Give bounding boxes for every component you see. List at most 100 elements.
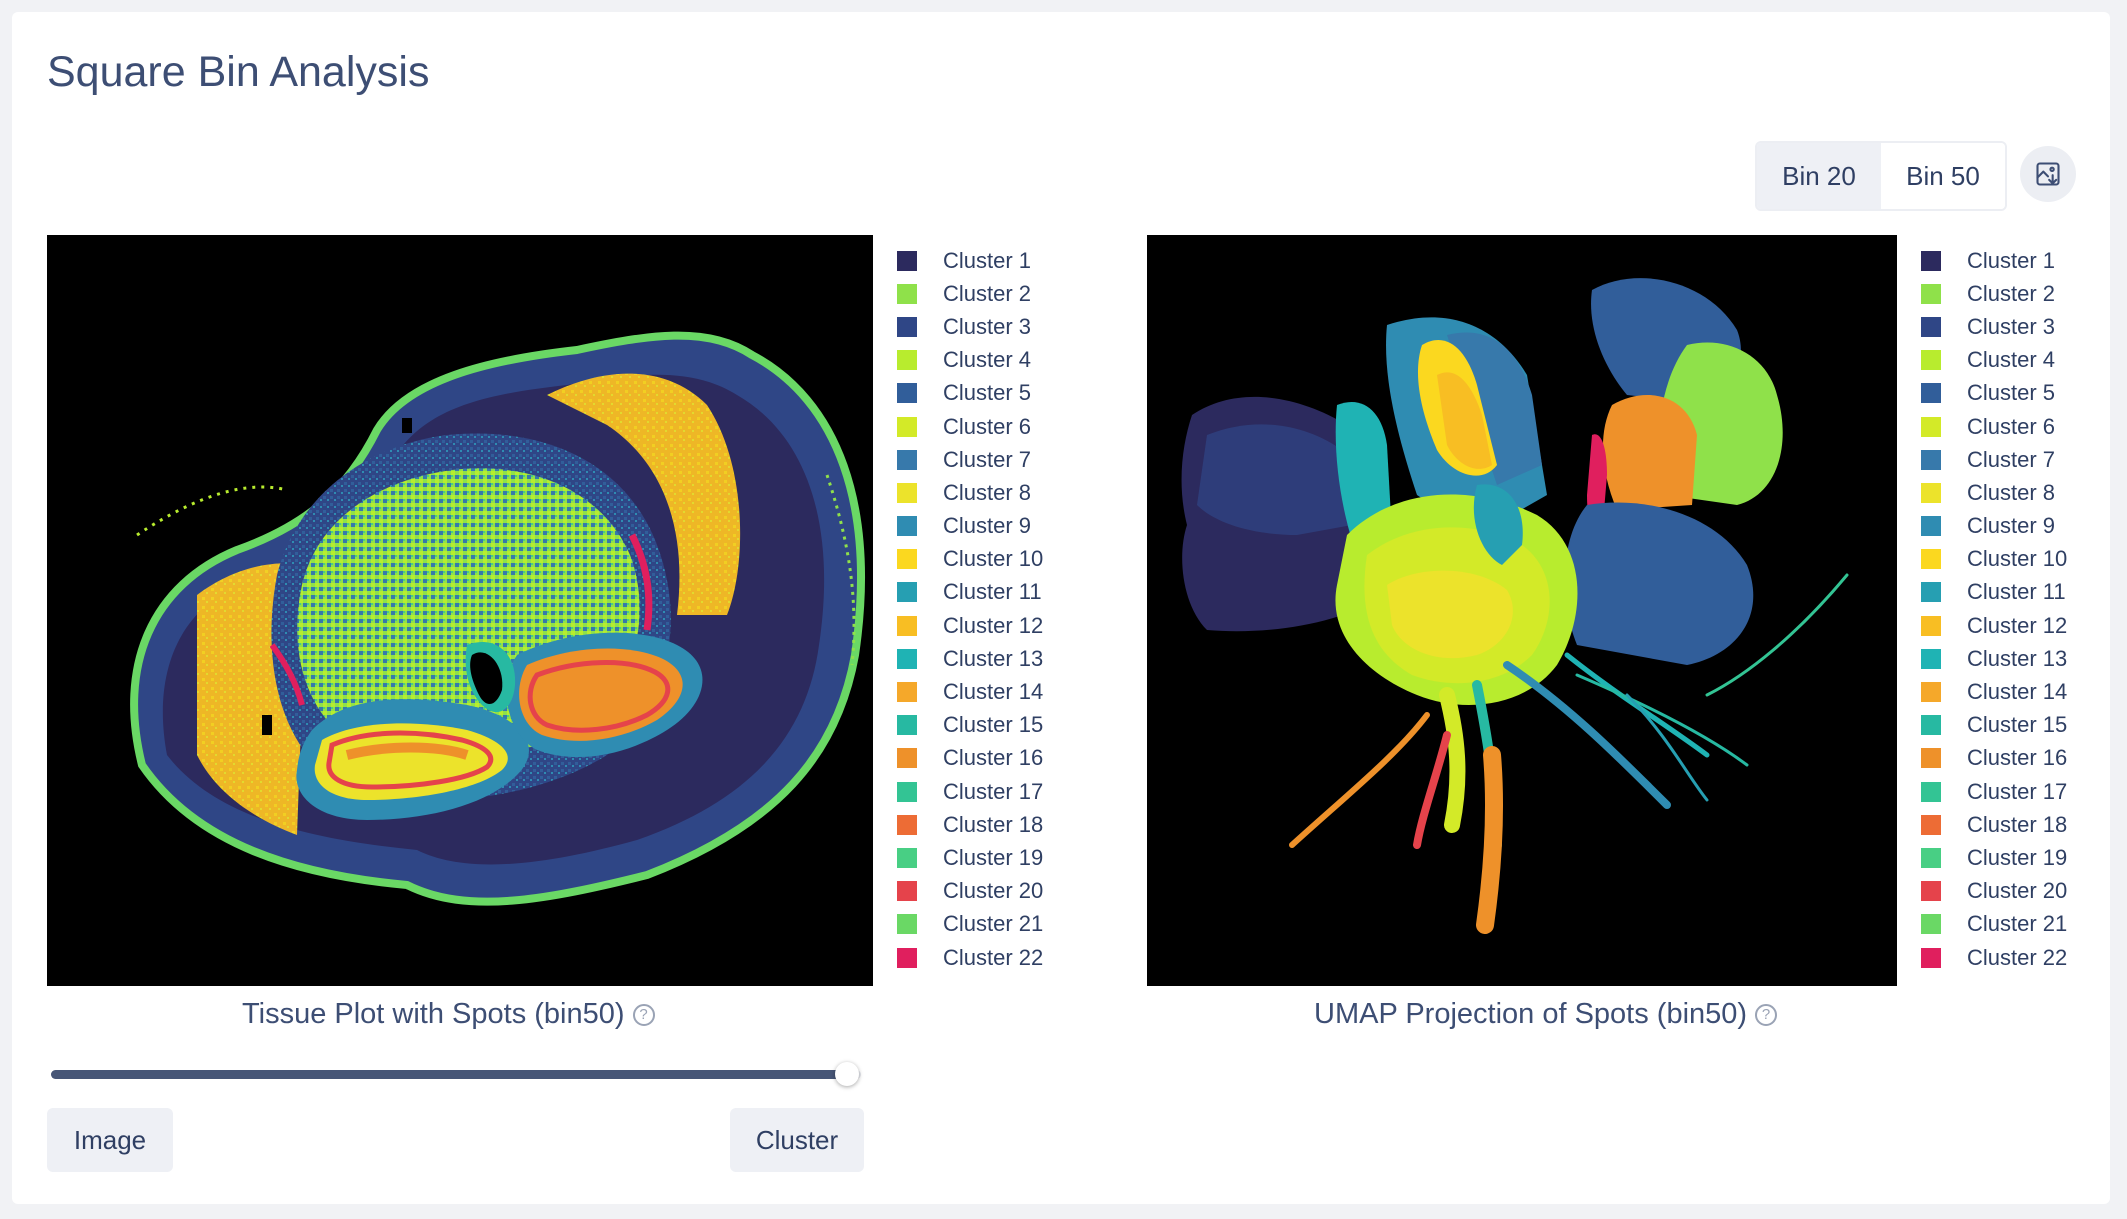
legend-item[interactable]: Cluster 3 — [1921, 310, 2067, 343]
legend-item[interactable]: Cluster 4 — [1921, 344, 2067, 377]
legend-item[interactable]: Cluster 6 — [1921, 410, 2067, 443]
legend-swatch — [897, 582, 917, 603]
image-button[interactable]: Image — [47, 1108, 173, 1172]
legend-swatch — [897, 416, 917, 437]
legend-item[interactable]: Cluster 7 — [1921, 443, 2067, 476]
legend-item[interactable]: Cluster 17 — [897, 775, 1043, 808]
legend-item[interactable]: Cluster 8 — [1921, 476, 2067, 509]
legend-item[interactable]: Cluster 20 — [897, 875, 1043, 908]
legend-item[interactable]: Cluster 7 — [897, 443, 1043, 476]
help-icon[interactable]: ? — [1755, 1003, 1778, 1026]
legend-item[interactable]: Cluster 4 — [897, 344, 1043, 377]
legend-swatch — [1921, 682, 1941, 703]
legend-label: Cluster 15 — [943, 712, 1044, 738]
legend-swatch — [897, 350, 917, 371]
legend-item[interactable]: Cluster 10 — [897, 543, 1043, 576]
legend-swatch — [1921, 482, 1941, 503]
legend-label: Cluster 16 — [943, 745, 1044, 771]
legend-item[interactable]: Cluster 8 — [897, 476, 1043, 509]
tissue-plot-title: Tissue Plot with Spots (bin50) — [242, 998, 625, 1030]
legend-swatch — [1921, 847, 1941, 868]
legend-item[interactable]: Cluster 5 — [897, 377, 1043, 410]
legend-item[interactable]: Cluster 12 — [897, 609, 1043, 642]
legend-item[interactable]: Cluster 1 — [1921, 244, 2067, 277]
legend-item[interactable]: Cluster 3 — [897, 310, 1043, 343]
legend-swatch — [897, 615, 917, 636]
legend-swatch — [897, 715, 917, 736]
legend-label: Cluster 11 — [1967, 579, 2066, 605]
page-title: Square Bin Analysis — [47, 48, 430, 96]
legend-item[interactable]: Cluster 14 — [897, 675, 1043, 708]
legend-item[interactable]: Cluster 1 — [897, 244, 1043, 277]
legend-item[interactable]: Cluster 2 — [1921, 277, 2067, 310]
legend-swatch — [897, 482, 917, 503]
legend-swatch — [1921, 416, 1941, 437]
legend-label: Cluster 4 — [943, 347, 1032, 373]
tissue-plot[interactable] — [47, 235, 873, 986]
legend-item[interactable]: Cluster 21 — [1921, 908, 2067, 941]
legend-item[interactable]: Cluster 15 — [1921, 709, 2067, 742]
umap-plot-canvas[interactable] — [1147, 235, 1897, 986]
legend-label: Cluster 18 — [1967, 811, 2068, 837]
legend-item[interactable]: Cluster 22 — [897, 941, 1043, 974]
legend-swatch — [897, 914, 917, 935]
legend-item[interactable]: Cluster 22 — [1921, 941, 2067, 974]
legend-label: Cluster 19 — [943, 844, 1044, 870]
legend-item[interactable]: Cluster 19 — [1921, 841, 2067, 874]
tissue-plot-canvas[interactable] — [47, 235, 873, 986]
legend-label: Cluster 5 — [1967, 380, 2056, 406]
legend-item[interactable]: Cluster 14 — [1921, 675, 2067, 708]
legend-item[interactable]: Cluster 20 — [1921, 875, 2067, 908]
legend-swatch — [897, 947, 917, 968]
legend-swatch — [897, 516, 917, 537]
legend-item[interactable]: Cluster 15 — [897, 709, 1043, 742]
legend-item[interactable]: Cluster 6 — [897, 410, 1043, 443]
legend-item[interactable]: Cluster 17 — [1921, 775, 2067, 808]
legend-item[interactable]: Cluster 19 — [897, 841, 1043, 874]
legend-item[interactable]: Cluster 12 — [1921, 609, 2067, 642]
legend-item[interactable]: Cluster 11 — [897, 576, 1043, 609]
legend-item[interactable]: Cluster 2 — [897, 277, 1043, 310]
export-image-button[interactable] — [2020, 146, 2076, 202]
legend-item[interactable]: Cluster 21 — [897, 908, 1043, 941]
legend-swatch — [897, 814, 917, 835]
legend-label: Cluster 22 — [943, 944, 1044, 970]
legend-item[interactable]: Cluster 13 — [897, 642, 1043, 675]
legend-swatch — [1921, 250, 1941, 271]
legend-swatch — [1921, 947, 1941, 968]
legend-swatch — [1921, 549, 1941, 570]
legend-item[interactable]: Cluster 10 — [1921, 543, 2067, 576]
legend-item[interactable]: Cluster 18 — [897, 808, 1043, 841]
legend-swatch — [897, 383, 917, 404]
legend-label: Cluster 2 — [1967, 280, 2056, 306]
umap-plot[interactable] — [1147, 235, 1897, 986]
bin-20-button[interactable]: Bin 20 — [1757, 143, 1881, 209]
help-icon[interactable]: ? — [632, 1003, 655, 1026]
legend-item[interactable]: Cluster 13 — [1921, 642, 2067, 675]
legend-label: Cluster 8 — [943, 479, 1032, 505]
legend-swatch — [1921, 881, 1941, 902]
legend-item[interactable]: Cluster 9 — [1921, 510, 2067, 543]
slider-handle[interactable] — [835, 1062, 859, 1086]
legend-item[interactable]: Cluster 16 — [1921, 742, 2067, 775]
legend-label: Cluster 10 — [943, 546, 1044, 572]
opacity-slider[interactable] — [51, 1062, 861, 1086]
cluster-button[interactable]: Cluster — [730, 1108, 864, 1172]
legend-item[interactable]: Cluster 9 — [897, 510, 1043, 543]
legend-swatch — [897, 648, 917, 669]
legend-item[interactable]: Cluster 11 — [1921, 576, 2067, 609]
legend-label: Cluster 14 — [1967, 679, 2068, 705]
legend-label: Cluster 18 — [943, 811, 1044, 837]
legend-swatch — [1921, 914, 1941, 935]
legend-swatch — [1921, 383, 1941, 404]
legend-label: Cluster 8 — [1967, 479, 2056, 505]
legend-label: Cluster 22 — [1967, 944, 2068, 970]
legend-item[interactable]: Cluster 5 — [1921, 377, 2067, 410]
bin-50-button[interactable]: Bin 50 — [1881, 143, 2005, 209]
legend-label: Cluster 13 — [1967, 645, 2068, 671]
tissue-plot-caption: Tissue Plot with Spots (bin50) ? — [242, 998, 655, 1031]
legend-item[interactable]: Cluster 16 — [897, 742, 1043, 775]
legend-swatch — [1921, 582, 1941, 603]
legend-label: Cluster 9 — [1967, 513, 2056, 539]
legend-item[interactable]: Cluster 18 — [1921, 808, 2067, 841]
